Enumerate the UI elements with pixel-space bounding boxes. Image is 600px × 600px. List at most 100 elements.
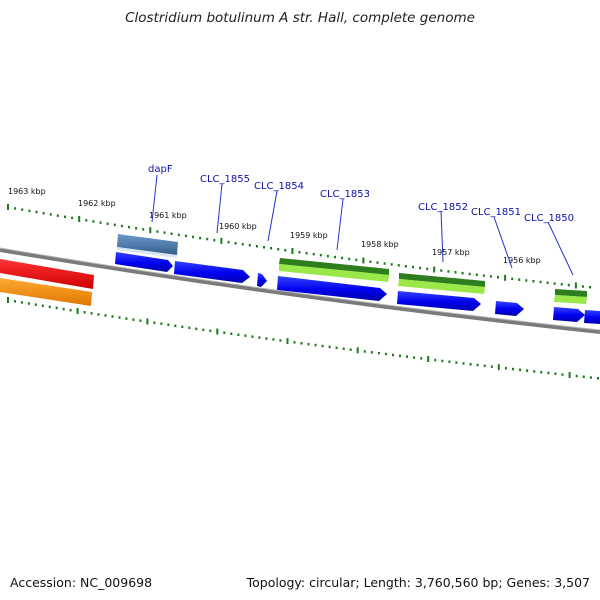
- inner-tick: [370, 351, 373, 354]
- inner-tick: [111, 315, 114, 318]
- inner-tick: [188, 326, 191, 330]
- outer-tick: [539, 280, 542, 284]
- map-title: Clostridium botulinum A str. Hall, compl…: [125, 10, 475, 26]
- gene-label-clc-1854[interactable]: CLC_1854: [254, 181, 304, 192]
- outer-tick: [28, 209, 31, 213]
- inner-tick: [41, 304, 44, 307]
- outer-tick: [426, 267, 429, 271]
- outer-tick: [42, 212, 45, 215]
- outer-tick: [170, 232, 173, 235]
- gene-label-clc-1855[interactable]: CLC_1855: [200, 174, 250, 185]
- inner-tick: [216, 328, 219, 335]
- cds-arrow-clc-1851[interactable]: [495, 301, 524, 316]
- outer-tick: [163, 231, 166, 234]
- outer-tick: [525, 279, 528, 282]
- outer-tick: [49, 213, 52, 216]
- inner-tick: [349, 348, 352, 351]
- inner-tick: [174, 324, 177, 328]
- outer-tick: [348, 257, 351, 261]
- inner-tick: [76, 308, 79, 314]
- outer-tick: [21, 208, 24, 211]
- outer-tick: [56, 214, 59, 217]
- outer-tick: [199, 236, 202, 240]
- cds-arrow-clc-1852[interactable]: [397, 291, 481, 311]
- inner-tick: [526, 369, 529, 372]
- inner-tick: [504, 367, 507, 370]
- outer-tick: [156, 230, 159, 233]
- kbp-labels: 1963 kbp 1962 kbp 1961 kbp 1960 kbp 1959…: [8, 187, 541, 265]
- outer-tick: [184, 234, 187, 238]
- outer-tick: [518, 278, 521, 281]
- outer-tick: [589, 286, 591, 289]
- cds-arrow-clc-1853[interactable]: [277, 276, 387, 301]
- gene-label-clc-1851[interactable]: CLC_1851: [471, 207, 521, 218]
- kbp-label-1961: 1961 kbp: [149, 211, 187, 220]
- inner-tick: [20, 301, 23, 304]
- green-feature-1850-light[interactable]: [554, 295, 587, 304]
- leader-clc-1851: [493, 216, 513, 269]
- inner-tick: [441, 359, 444, 363]
- gene-labels: dapF CLC_1855 CLC_1854 CLC_1853 CLC_1852…: [148, 164, 574, 224]
- outer-tick: [312, 252, 315, 256]
- outer-kbp-ruler: [7, 204, 591, 289]
- kbp-label-1956: 1956 kbp: [503, 256, 541, 265]
- outer-tick: [341, 256, 344, 260]
- outer-tick: [263, 246, 265, 249]
- inner-tick: [279, 339, 282, 342]
- cds-arrow-1[interactable]: [115, 252, 173, 272]
- outer-tick: [284, 249, 287, 252]
- outer-tick: [461, 271, 464, 275]
- inner-tick: [90, 312, 93, 315]
- outer-tick: [546, 281, 549, 284]
- leader-clc-1855: [216, 183, 223, 234]
- cds-arrow-clc-1854[interactable]: [257, 273, 267, 287]
- inner-tick: [427, 356, 430, 362]
- inner-tick: [69, 308, 72, 312]
- gene-label-clc-1850[interactable]: CLC_1850: [524, 213, 574, 224]
- green-feature-1852-dark[interactable]: [399, 273, 485, 287]
- cds-arrow-clc-1850[interactable]: [553, 307, 585, 322]
- inner-tick: [195, 327, 198, 331]
- leader-clc-1854: [267, 190, 278, 242]
- green-feature-1850-dark[interactable]: [555, 289, 587, 297]
- inner-tick: [335, 346, 338, 350]
- red-feature[interactable]: [0, 259, 94, 289]
- outer-tick: [397, 264, 400, 267]
- outer-tick: [270, 247, 273, 250]
- leader-clc-1852: [440, 210, 444, 263]
- gene-label-dapF[interactable]: dapF: [148, 164, 173, 175]
- gene-label-clc-1852[interactable]: CLC_1852: [418, 202, 468, 213]
- outer-tick: [227, 240, 230, 244]
- outer-tick: [574, 282, 577, 289]
- cds-arrow-edge[interactable]: [584, 310, 600, 324]
- leader-lines: [151, 174, 574, 276]
- kbp-label-1958: 1958 kbp: [361, 240, 399, 249]
- outer-tick: [135, 227, 138, 230]
- genome-backbone: [0, 248, 600, 334]
- inner-tick: [469, 363, 472, 366]
- inner-tick: [314, 343, 317, 347]
- outer-tick: [192, 235, 194, 239]
- orange-feature[interactable]: [0, 278, 92, 306]
- gene-label-clc-1853[interactable]: CLC_1853: [320, 189, 370, 200]
- outer-tick: [553, 282, 556, 285]
- dapF-feature-highlight: [117, 247, 177, 258]
- inner-tick: [118, 316, 121, 319]
- leader-clc-1850: [547, 221, 574, 276]
- inner-tick: [533, 370, 536, 373]
- inner-tick: [272, 338, 275, 341]
- outer-tick: [440, 269, 443, 272]
- cds-arrow-clc-1855[interactable]: [174, 261, 250, 283]
- kbp-label-1957: 1957 kbp: [432, 248, 470, 257]
- inner-tick: [286, 338, 289, 345]
- outer-tick: [383, 262, 386, 265]
- outer-tick: [404, 265, 407, 268]
- inner-tick: [7, 297, 9, 303]
- inner-tick: [34, 303, 37, 306]
- green-feature-1853-light[interactable]: [279, 264, 389, 282]
- green-feature-1852-light[interactable]: [398, 279, 485, 294]
- leader-dapF: [151, 174, 158, 223]
- green-feature-1853-dark[interactable]: [279, 258, 389, 275]
- kbp-label-1963: 1963 kbp: [8, 187, 46, 196]
- dapF-feature[interactable]: [117, 234, 178, 255]
